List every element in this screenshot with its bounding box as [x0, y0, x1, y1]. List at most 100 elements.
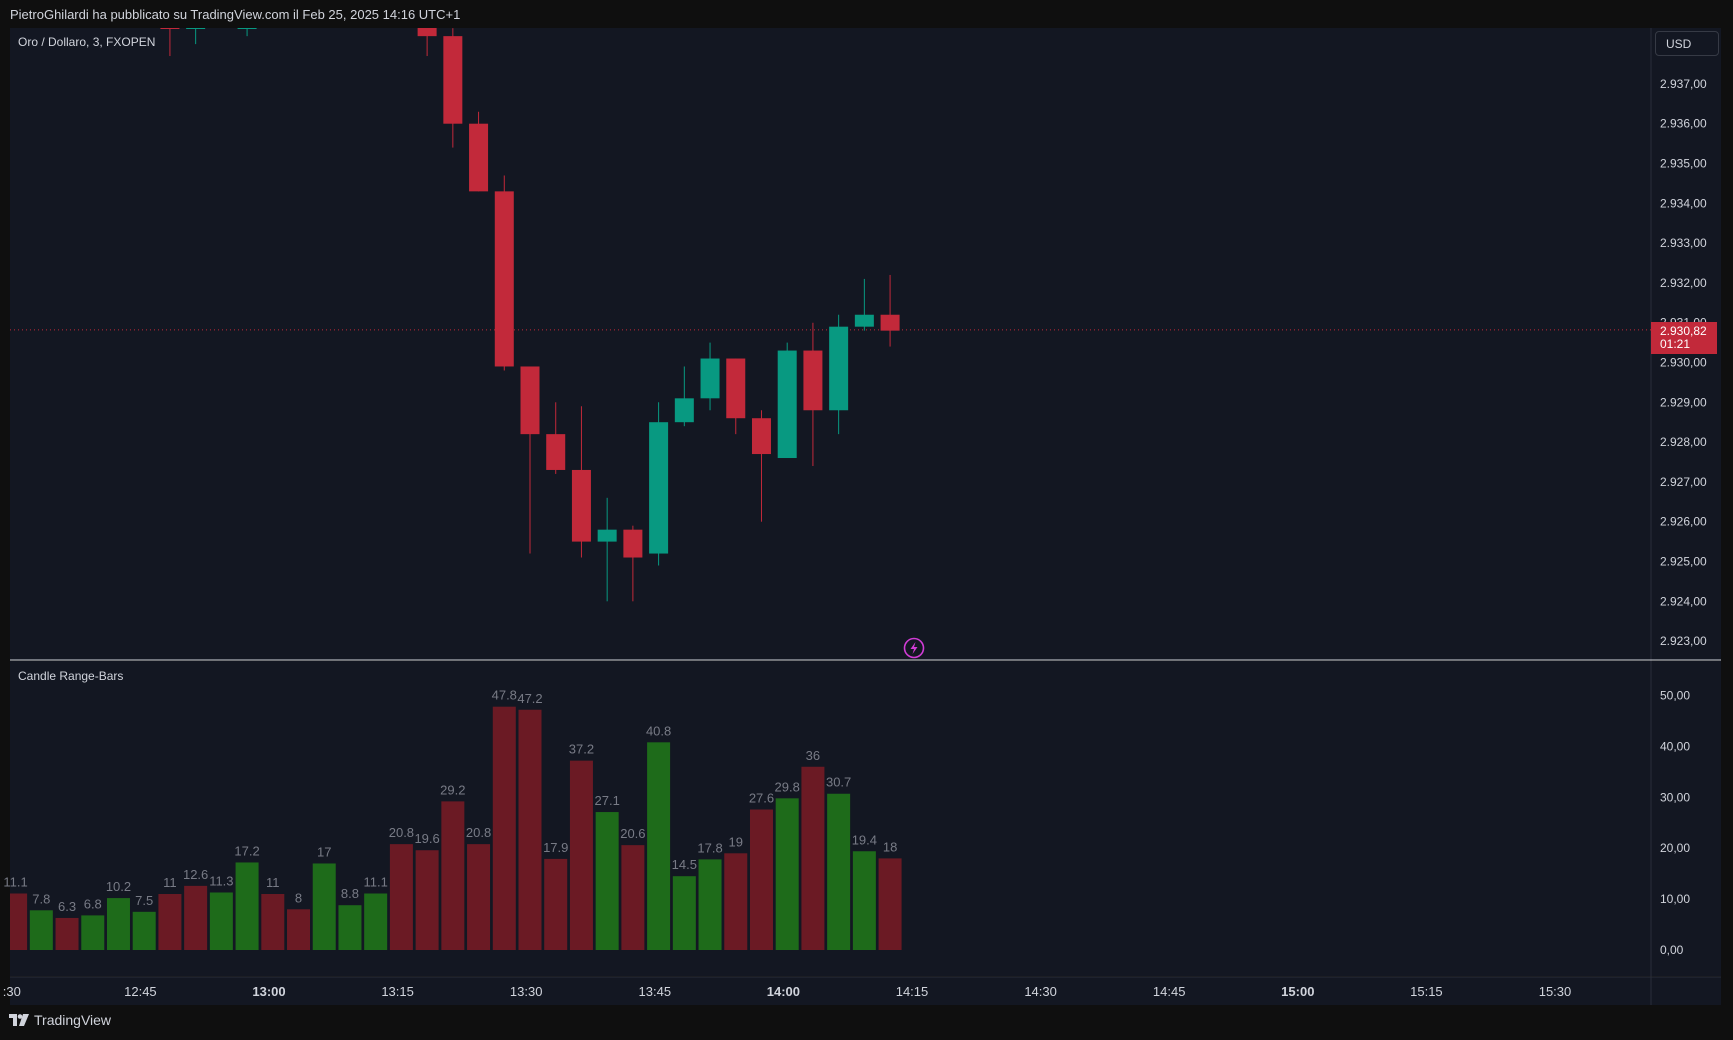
- candle-body[interactable]: [751, 418, 771, 455]
- candle-body[interactable]: [829, 326, 849, 411]
- range-bar[interactable]: [724, 853, 748, 950]
- range-bar[interactable]: [544, 858, 568, 950]
- range-bar[interactable]: [441, 801, 465, 950]
- range-bar-value-label: 36: [806, 748, 820, 763]
- time-axis-label: 12:45: [124, 984, 157, 999]
- range-bar[interactable]: [672, 876, 696, 950]
- time-axis-label: 13:45: [639, 984, 672, 999]
- range-bar[interactable]: [878, 858, 902, 950]
- lightning-icon-bolt: [910, 642, 918, 654]
- lightning-icon[interactable]: [903, 637, 925, 659]
- range-bar[interactable]: [364, 893, 388, 950]
- range-bar[interactable]: [184, 885, 208, 950]
- range-bar-value-label: 17: [317, 844, 331, 859]
- range-bar[interactable]: [235, 862, 259, 950]
- range-bar[interactable]: [518, 709, 542, 950]
- candle-body[interactable]: [160, 28, 180, 29]
- range-bar-value-label: 19: [729, 834, 743, 849]
- candle-body[interactable]: [443, 36, 463, 124]
- range-bar[interactable]: [801, 766, 825, 950]
- range-bar-value-label: 12.6: [183, 867, 208, 882]
- range-bar[interactable]: [209, 892, 233, 950]
- candle-body[interactable]: [237, 28, 257, 29]
- range-bar[interactable]: [775, 798, 799, 950]
- candle-body[interactable]: [186, 28, 206, 29]
- brand-name: TradingView: [34, 1012, 112, 1028]
- range-bar[interactable]: [158, 894, 182, 950]
- candle-body[interactable]: [469, 123, 489, 192]
- candle-body[interactable]: [726, 358, 746, 419]
- range-bar-value-label: 8.8: [341, 886, 359, 901]
- time-axis-label: 13:00: [252, 984, 285, 999]
- range-bar-value-label: 14.5: [672, 857, 697, 872]
- range-bar[interactable]: [827, 793, 851, 950]
- candle-body[interactable]: [417, 28, 437, 37]
- range-bar[interactable]: [389, 844, 413, 950]
- range-bar-value-label: 6.8: [84, 896, 102, 911]
- bar-countdown: 01:21: [1660, 337, 1691, 351]
- time-axis-background: [10, 977, 1721, 1005]
- symbol-label[interactable]: Oro / Dollaro, 3, FXOPEN: [18, 35, 156, 49]
- publish-info-text: PietroGhilardi ha pubblicato su TradingV…: [10, 7, 461, 22]
- candle-body[interactable]: [546, 434, 566, 470]
- indicator-title[interactable]: Candle Range-Bars: [18, 669, 124, 683]
- range-bar-value-label: 20.6: [620, 826, 645, 841]
- price-axis-tick-label: 2.927,00: [1660, 475, 1707, 489]
- range-bar-value-label: 8: [295, 890, 302, 905]
- price-axis-tick-label: 2.924,00: [1660, 594, 1707, 608]
- price-axis-tick-label: 2.930,00: [1660, 356, 1707, 370]
- range-bar[interactable]: [312, 863, 336, 950]
- chart-canvas[interactable]: 7.911.17.86.36.810.27.51112.611.317.2118…: [0, 0, 1733, 1005]
- candle-body[interactable]: [649, 422, 669, 554]
- indicator-axis-tick-label: 30,00: [1660, 790, 1690, 804]
- range-bar[interactable]: [492, 706, 516, 950]
- current-price-value: 2.930,82: [1660, 324, 1707, 338]
- range-bar[interactable]: [467, 844, 491, 950]
- price-axis-tick-label: 2.928,00: [1660, 435, 1707, 449]
- range-bar[interactable]: [749, 809, 773, 950]
- candle-body[interactable]: [803, 350, 823, 411]
- candle-body[interactable]: [623, 529, 643, 558]
- range-bar[interactable]: [55, 917, 79, 950]
- range-bar[interactable]: [10, 893, 28, 950]
- candle-body[interactable]: [597, 529, 617, 542]
- range-bar[interactable]: [106, 898, 130, 950]
- tradingview-logo[interactable]: TradingView: [9, 1012, 111, 1028]
- candle-body[interactable]: [880, 314, 900, 331]
- range-bar-value-label: 17.8: [697, 840, 722, 855]
- range-bar[interactable]: [81, 915, 105, 950]
- indicator-axis-tick-label: 10,00: [1660, 892, 1690, 906]
- range-bar[interactable]: [338, 905, 362, 950]
- candle-body[interactable]: [494, 191, 514, 367]
- range-bar-value-label: 29.2: [440, 782, 465, 797]
- range-bar[interactable]: [698, 859, 722, 950]
- range-bar-value-label: 7.8: [32, 891, 50, 906]
- candle-body[interactable]: [854, 314, 874, 327]
- lightning-icon-ring: [903, 637, 925, 659]
- candle-body[interactable]: [674, 398, 694, 423]
- candle-body[interactable]: [777, 350, 797, 459]
- price-axis-tick-label: 2.929,00: [1660, 395, 1707, 409]
- range-bar-value-label: 20.8: [466, 825, 491, 840]
- range-bar[interactable]: [261, 894, 285, 950]
- time-axis-label: 14:45: [1153, 984, 1186, 999]
- candle-body[interactable]: [700, 358, 720, 399]
- range-bar[interactable]: [29, 910, 53, 950]
- candle-body[interactable]: [520, 366, 540, 435]
- range-bar-value-label: 17.2: [234, 843, 259, 858]
- main-pane-background: [10, 28, 1721, 660]
- range-bar[interactable]: [415, 850, 439, 950]
- range-bar[interactable]: [647, 742, 671, 950]
- time-axis-label: 13:30: [510, 984, 543, 999]
- range-bar[interactable]: [852, 851, 876, 950]
- currency-button[interactable]: USD: [1655, 31, 1719, 56]
- candle-body[interactable]: [571, 469, 591, 542]
- range-bar[interactable]: [287, 909, 311, 950]
- range-bar[interactable]: [621, 845, 645, 950]
- range-bar[interactable]: [569, 760, 593, 950]
- range-bar-value-label: 7.5: [135, 893, 153, 908]
- range-bar[interactable]: [132, 911, 156, 950]
- range-bar-value-label: 10.2: [106, 879, 131, 894]
- time-axis-label: 14:30: [1024, 984, 1057, 999]
- range-bar[interactable]: [595, 812, 619, 950]
